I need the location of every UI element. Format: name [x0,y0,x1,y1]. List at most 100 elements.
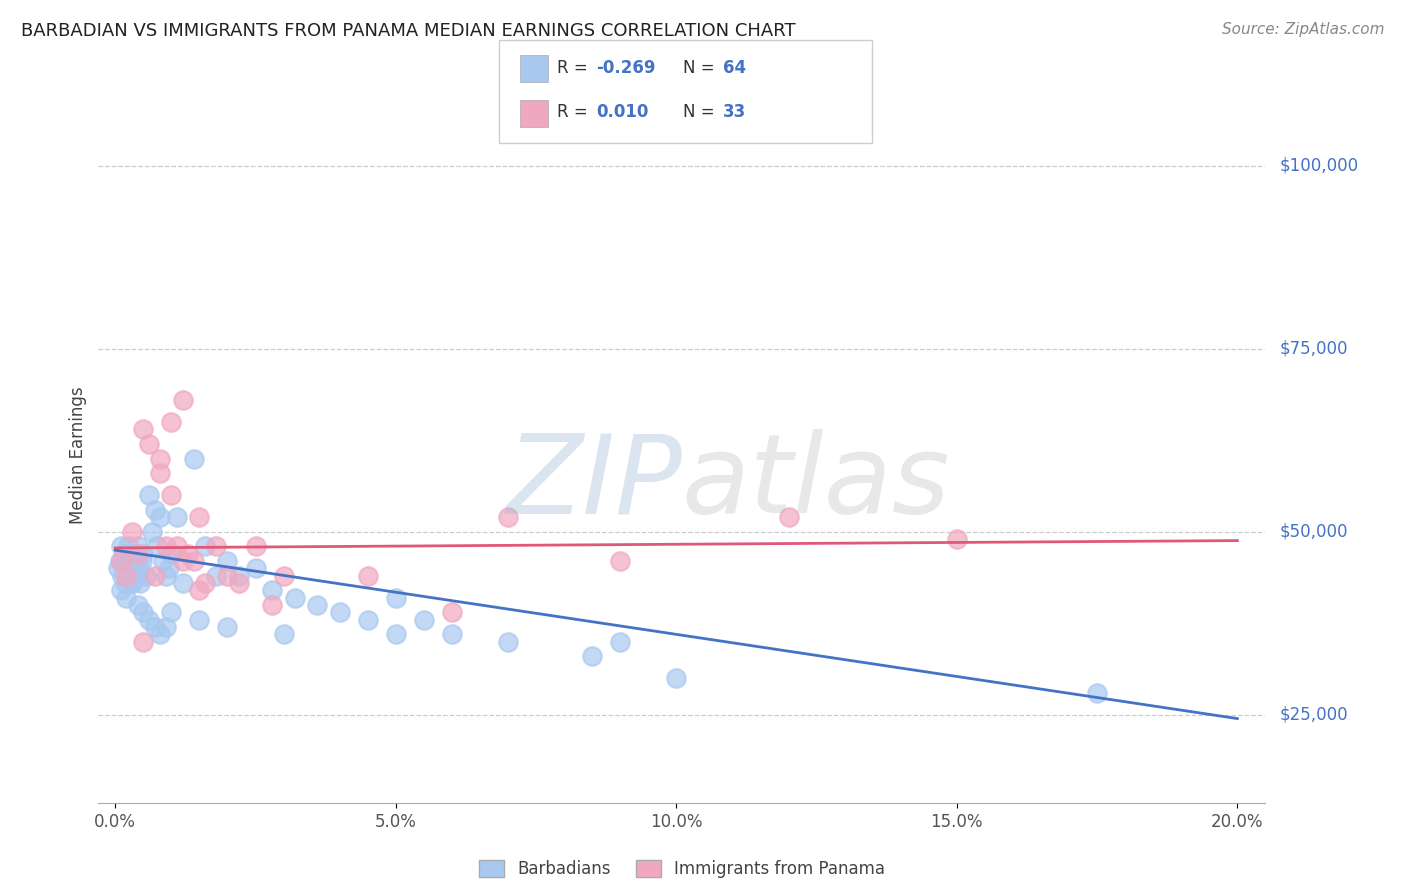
Point [778,510,800,524]
Point [135,568,157,582]
Point [665,671,688,685]
Point [115,591,138,605]
Point [194,540,217,554]
Point [155,568,177,582]
Point [412,613,434,627]
Point [384,591,406,605]
Text: atlas: atlas [682,429,950,536]
Point [138,613,160,627]
Point [112,547,135,561]
Point [228,568,250,582]
Point [384,627,406,641]
Point [110,540,132,554]
Point [146,540,169,554]
Point [357,568,380,582]
Point [110,554,132,568]
Point [111,568,134,582]
Point [143,503,166,517]
Point [262,598,284,612]
Point [177,547,200,561]
Point [132,634,155,648]
Point [115,568,138,582]
Text: ZIP: ZIP [506,429,682,536]
Point [132,422,155,436]
Point [440,606,463,620]
Text: 64: 64 [723,59,745,77]
Point [609,634,631,648]
Point [155,620,177,634]
Point [115,554,138,568]
Point [1085,686,1108,700]
Point [155,540,177,554]
Point [157,561,180,575]
Point [149,451,172,466]
Point [160,415,183,429]
Point [122,547,145,561]
Point [217,554,239,568]
Point [245,561,267,575]
Point [183,554,205,568]
Point [149,627,172,641]
Point [172,392,194,407]
Point [121,576,143,591]
Point [124,554,146,568]
Point [127,540,149,554]
Point [183,451,205,466]
Point [273,568,295,582]
Point [205,540,228,554]
Point [284,591,307,605]
Point [141,524,163,539]
Text: Source: ZipAtlas.com: Source: ZipAtlas.com [1222,22,1385,37]
Point [228,576,250,591]
Text: $100,000: $100,000 [1279,157,1358,175]
Point [120,568,142,582]
Text: $75,000: $75,000 [1279,340,1348,358]
Text: N =: N = [683,59,714,77]
Legend: Barbadians, Immigrants from Panama: Barbadians, Immigrants from Panama [472,854,891,885]
Point [127,547,149,561]
Point [110,583,132,598]
Point [307,598,329,612]
Text: 0.010: 0.010 [596,103,648,121]
Point [138,488,160,502]
Point [262,583,284,598]
Point [118,561,141,575]
Text: R =: R = [557,103,588,121]
Point [205,568,228,582]
Text: N =: N = [683,103,714,121]
Point [496,510,519,524]
Point [194,576,217,591]
Text: R =: R = [557,59,588,77]
Point [188,613,211,627]
Text: $25,000: $25,000 [1279,706,1348,724]
Y-axis label: Median Earnings: Median Earnings [69,386,87,524]
Point [129,576,152,591]
Point [357,613,380,627]
Point [160,488,183,502]
Point [143,568,166,582]
Point [245,540,267,554]
Point [188,583,211,598]
Text: BARBADIAN VS IMMIGRANTS FROM PANAMA MEDIAN EARNINGS CORRELATION CHART: BARBADIAN VS IMMIGRANTS FROM PANAMA MEDI… [21,22,796,40]
Point [131,554,153,568]
Point [128,561,150,575]
Point [125,568,148,582]
Text: -0.269: -0.269 [596,59,655,77]
Point [108,554,131,568]
Point [121,524,143,539]
Point [166,510,188,524]
Point [273,627,295,641]
Point [329,606,352,620]
Point [946,532,969,546]
Point [217,568,239,582]
Point [138,437,160,451]
Point [166,540,188,554]
Point [117,540,139,554]
Point [188,510,211,524]
Point [149,510,172,524]
Point [121,576,143,591]
Point [114,576,136,591]
Text: 33: 33 [723,103,747,121]
Point [172,576,194,591]
Point [160,547,183,561]
